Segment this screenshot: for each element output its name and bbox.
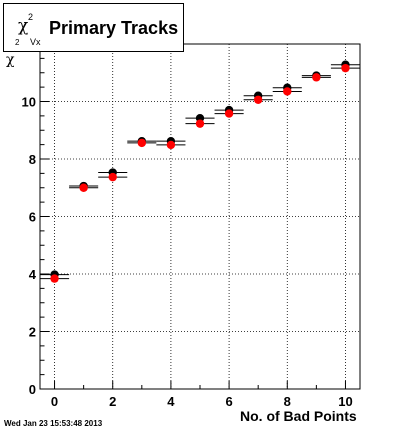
- y-tick-label: 10: [22, 95, 36, 110]
- y-tick-label: 8: [29, 152, 36, 167]
- red-data-point: [283, 87, 292, 96]
- red-data-point: [312, 73, 321, 82]
- red-data-point: [253, 95, 263, 104]
- timestamp-footer: Wed Jan 23 15:53:48 2013: [4, 419, 103, 428]
- x-tick-label: 6: [225, 394, 232, 409]
- x-tick-label: 8: [284, 394, 291, 409]
- y-tick-label: 2: [29, 325, 36, 340]
- chart-title: Primary Tracks: [49, 18, 179, 38]
- x-tick-label: 10: [338, 394, 352, 409]
- title-chi-symbol: χ: [18, 16, 29, 36]
- title-superscript: 2: [28, 12, 34, 22]
- red-data-point: [341, 63, 350, 73]
- x-tick-label: 4: [167, 394, 175, 409]
- red-data-point: [108, 172, 117, 182]
- y-axis-label-symbol: χ: [6, 52, 15, 68]
- title-subscript: Vx: [30, 37, 41, 47]
- y-tick-label: 4: [29, 267, 37, 282]
- red-data-point: [195, 119, 205, 128]
- y-axis-label-superscript: 2: [15, 38, 20, 47]
- red-data-point: [137, 138, 147, 148]
- red-data-point: [50, 274, 59, 283]
- x-tick-label: 2: [109, 394, 116, 409]
- y-tick-label: 6: [29, 210, 36, 225]
- red-data-point: [224, 109, 234, 118]
- chart-title-box: χ 2 Vx Primary Tracks: [3, 3, 184, 52]
- red-data-point: [79, 183, 88, 192]
- x-axis-label: No. of Bad Points: [240, 408, 357, 424]
- y-tick-label: 0: [29, 382, 36, 397]
- red-data-point: [166, 140, 176, 150]
- x-tick-label: 0: [51, 394, 58, 409]
